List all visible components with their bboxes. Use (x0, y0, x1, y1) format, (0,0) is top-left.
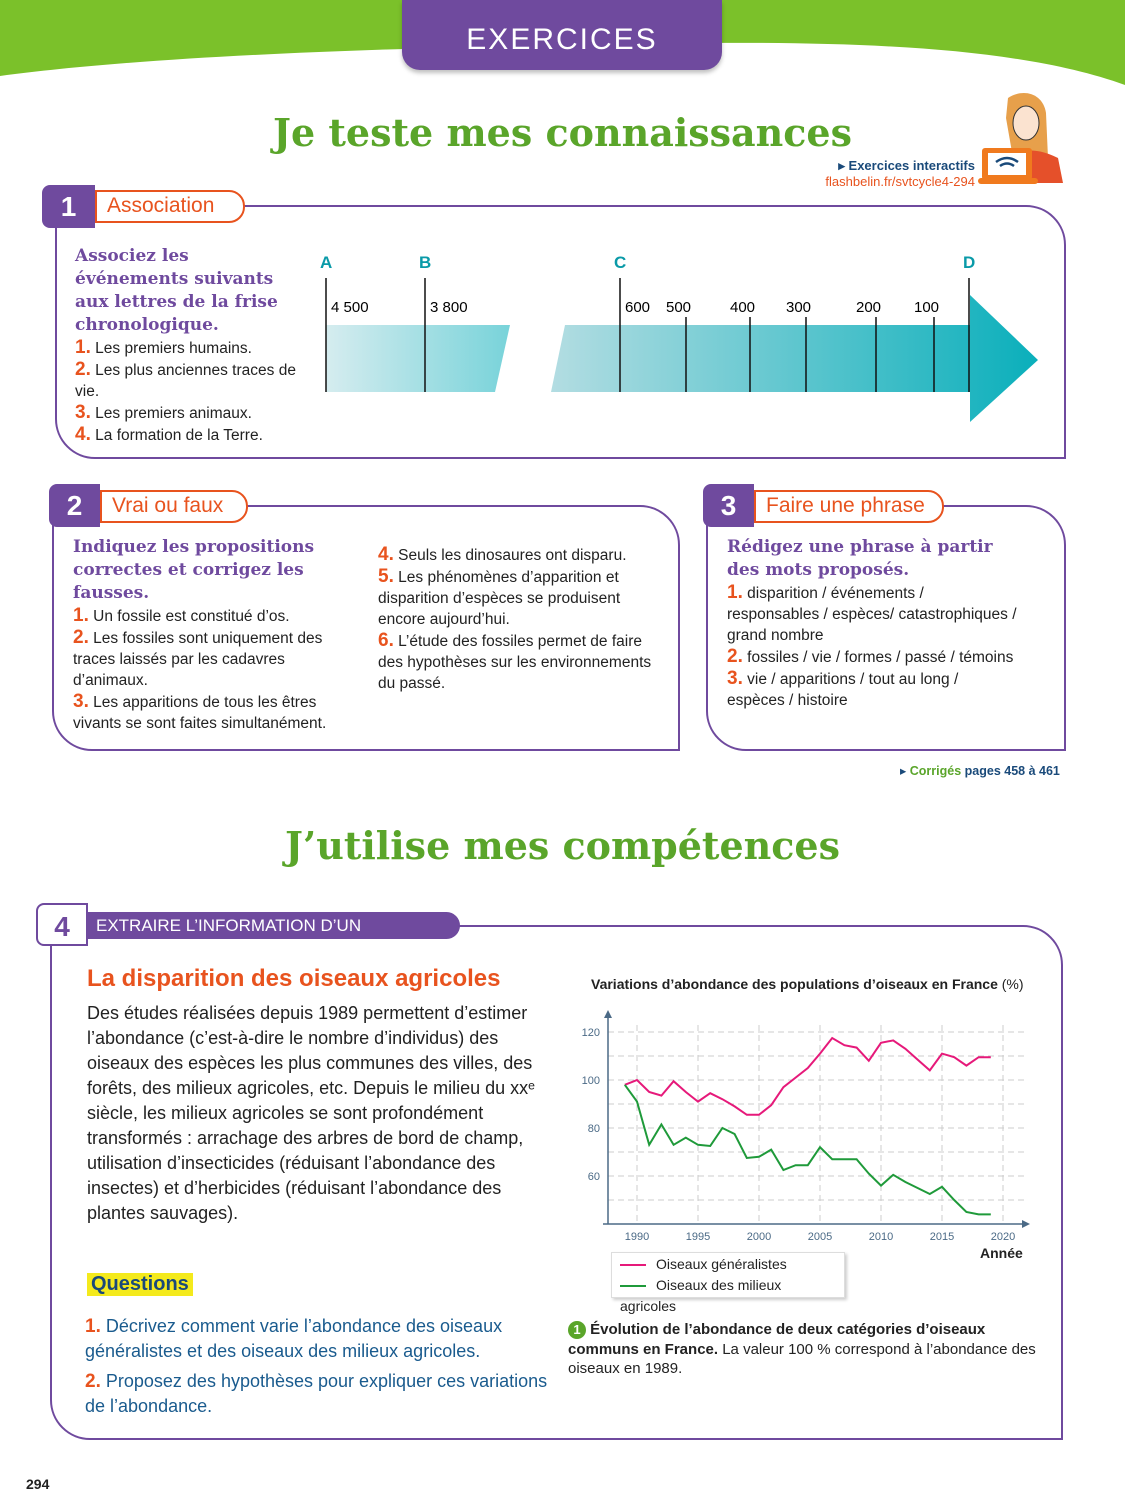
list-item: 5. Les phénomènes d’apparition et dispar… (378, 566, 621, 628)
question-item: 2. Proposez des hypothèses pour explique… (85, 1371, 548, 1416)
timeline-bar-early (326, 325, 510, 392)
list-item: 2. fossiles / vie / formes / passé / tém… (727, 646, 1014, 667)
exercise-2-box (52, 505, 680, 751)
x-axis-label: Année (980, 1245, 1023, 1261)
corriges-link[interactable]: ▸ Corrigés pages 458 à 461 (900, 764, 1060, 778)
figure-number: 1 (568, 1321, 586, 1339)
interactive-link[interactable]: ▸ Exercices interactifs flashbelin.fr/sv… (800, 158, 975, 190)
list-item: 3. Les premiers animaux. (75, 402, 252, 423)
list-item: 3. vie / apparitions / tout au long / es… (727, 668, 959, 709)
timeline-letter-B: B (419, 253, 431, 272)
list-item: 2. Les fossiles sont uniquement des trac… (73, 627, 323, 689)
timeline-tick-label: 500 (666, 299, 691, 316)
timeline-tick-label: 400 (730, 299, 755, 316)
timeline-letter-C: C (614, 253, 626, 272)
exercise-1-instruction: Associez les événements suivants aux let… (75, 246, 278, 335)
chart-legend: Oiseaux généralistes Oiseaux des milieux… (611, 1252, 845, 1314)
legend-item-agricultural: Oiseaux des milieux agricoles (620, 1277, 782, 1314)
list-item: 4. La formation de la Terre. (75, 424, 263, 445)
list-item: 4. Seuls les dinosaures ont disparu. (378, 544, 627, 565)
interactive-label: ▸ Exercices interactifs (838, 158, 975, 173)
exercise-1-box (55, 205, 1066, 459)
exercise-2-number: 2 (49, 484, 100, 527)
list-item: 1. Les premiers humains. (75, 337, 252, 358)
exercise-1-text: Associez les événements suivants aux let… (75, 245, 305, 446)
timeline-tick-label: 4 500 (331, 299, 369, 316)
timeline: A B C D 4 500 3 800 600 500 400 300 200 100 (320, 253, 1038, 422)
timeline-tick-label: 300 (786, 299, 811, 316)
list-item: 1. disparition / événements / responsabl… (727, 582, 1017, 644)
timeline-tick-label: 200 (856, 299, 881, 316)
exercise-2-label: Vrai ou faux (100, 490, 248, 523)
exercices-tab: EXERCICES (402, 0, 722, 70)
figure-caption: 1 Évolution de l’abondance de deux catég… (568, 1321, 1036, 1377)
exercise-4-label: EXTRAIRE L’INFORMATION D’UN GRAPHIQUE (88, 912, 460, 962)
question-item: 1. Décrivez comment varie l’abondance de… (85, 1316, 503, 1361)
timeline-tick-label: 3 800 (430, 299, 468, 316)
timeline-tick-label: 100 (914, 299, 939, 316)
questions-heading: Questions (87, 1273, 193, 1296)
list-item: 1. Un fossile est constitué d’os. (73, 605, 290, 626)
legend-item-generalists: Oiseaux généralistes (620, 1254, 836, 1275)
exercise-1-label: Association (95, 190, 245, 223)
list-item: 2. Les plus anciennes traces de vie. (75, 359, 296, 400)
exercise-4-body: Des études réalisées depuis 1989 permett… (87, 1003, 535, 1223)
timeline-letter-D: D (963, 253, 975, 272)
interactive-url[interactable]: flashbelin.fr/svtcycle4-294 (825, 174, 975, 189)
section-title-skills: J’utilise mes compétences (284, 823, 840, 868)
timeline-letter-A: A (320, 253, 332, 272)
exercise-4-box (50, 925, 1063, 1440)
wifi-icon (995, 156, 1019, 168)
section-title-knowledge: Je teste mes connaissances (272, 110, 853, 155)
exercise-4-number: 4 (36, 903, 88, 946)
page-number: 294 (26, 1476, 50, 1492)
exercise-3-instruction: Rédigez une phrase à partir des mots pro… (727, 537, 993, 580)
list-item: 6. L’étude des fossiles permet de faire … (378, 630, 652, 692)
timeline-arrow (551, 295, 1038, 422)
timeline-tick-label: 600 (625, 299, 650, 316)
chart-title: Variations d’abondance des populations d… (591, 976, 1024, 992)
exercise-4-title: La disparition des oiseaux agricoles (87, 965, 501, 992)
exercise-3-number: 3 (703, 484, 754, 527)
exercise-3-label: Faire une phrase (754, 490, 944, 523)
exercise-2-instruction: Indiquez les propositions correctes et c… (73, 537, 315, 603)
girl-laptop-illustration (978, 93, 1063, 184)
exercise-1-number: 1 (42, 185, 95, 228)
list-item: 3. Les apparitions de tous les êtres viv… (73, 691, 327, 732)
